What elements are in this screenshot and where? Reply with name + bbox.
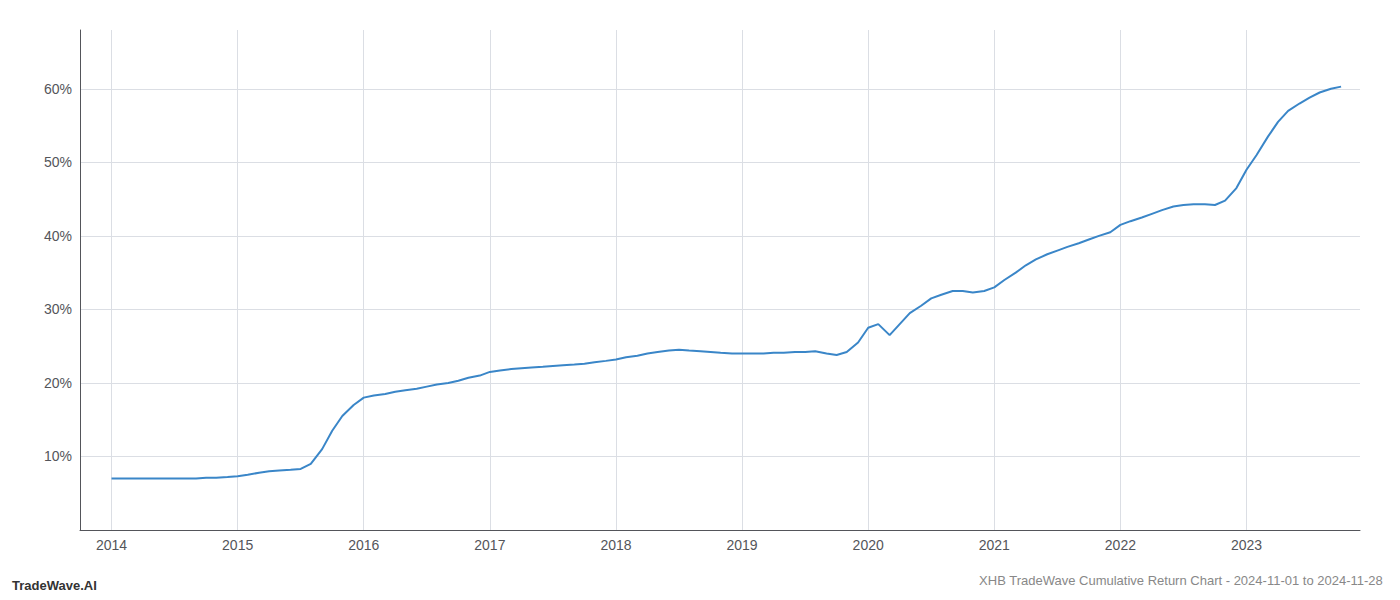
- svg-text:2014: 2014: [96, 537, 127, 553]
- svg-text:2018: 2018: [600, 537, 631, 553]
- svg-text:2023: 2023: [1231, 537, 1262, 553]
- svg-text:2015: 2015: [222, 537, 253, 553]
- svg-text:2016: 2016: [348, 537, 379, 553]
- svg-text:2021: 2021: [979, 537, 1010, 553]
- svg-text:50%: 50%: [44, 154, 72, 170]
- svg-text:2017: 2017: [474, 537, 505, 553]
- svg-text:10%: 10%: [44, 448, 72, 464]
- svg-text:30%: 30%: [44, 301, 72, 317]
- svg-text:TradeWave.AI: TradeWave.AI: [12, 578, 97, 593]
- svg-text:20%: 20%: [44, 375, 72, 391]
- svg-text:60%: 60%: [44, 81, 72, 97]
- svg-text:2019: 2019: [726, 537, 757, 553]
- svg-text:40%: 40%: [44, 228, 72, 244]
- svg-text:XHB TradeWave Cumulative Retur: XHB TradeWave Cumulative Return Chart - …: [979, 573, 1383, 588]
- svg-text:2022: 2022: [1105, 537, 1136, 553]
- svg-text:2020: 2020: [853, 537, 884, 553]
